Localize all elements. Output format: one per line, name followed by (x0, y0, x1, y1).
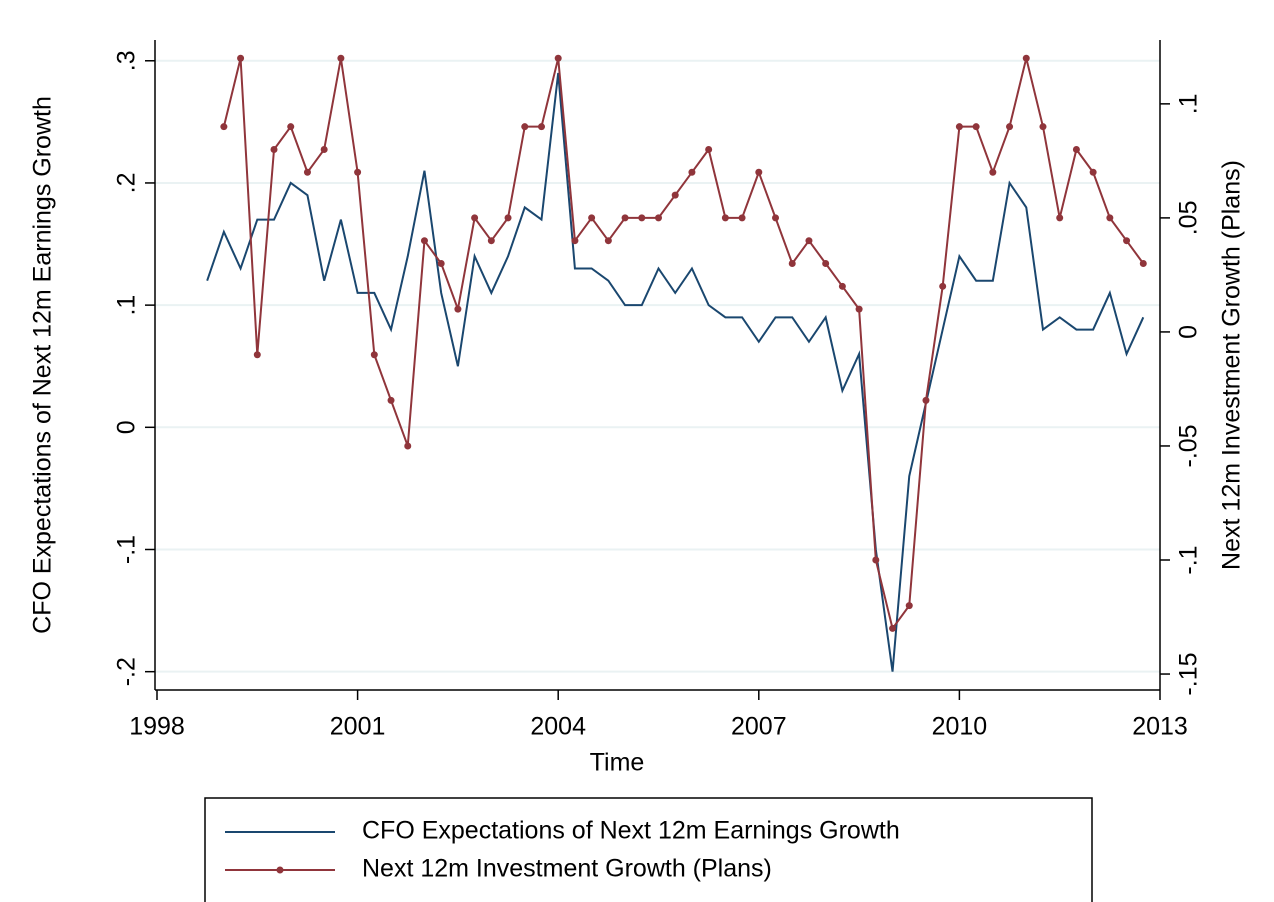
data-point (922, 396, 930, 404)
data-point (354, 168, 362, 176)
y-tick-label: .3 (113, 50, 141, 71)
y2-tick-label: 0 (1175, 325, 1203, 339)
x-tick-label: 2013 (1132, 713, 1188, 741)
data-point (989, 168, 997, 176)
y2-tick-label: .05 (1175, 201, 1203, 236)
data-point (471, 214, 479, 222)
x-tick-label: 2007 (731, 713, 787, 741)
data-point (1089, 168, 1097, 176)
data-point (287, 123, 295, 131)
data-point (220, 123, 228, 131)
x-tick-label: 2004 (530, 713, 586, 741)
x-tick-label: 2010 (932, 713, 988, 741)
y2-tick-label: -.1 (1175, 545, 1203, 574)
data-point (972, 123, 980, 131)
data-point (1022, 54, 1030, 62)
data-point (939, 282, 947, 290)
data-point (872, 556, 880, 564)
series-line (206, 72, 1145, 672)
data-point (755, 168, 763, 176)
data-point (1106, 214, 1114, 222)
data-point (370, 351, 378, 359)
data-point (1072, 145, 1080, 153)
y2-tick-label: -.15 (1175, 652, 1203, 695)
data-point (772, 214, 780, 222)
y-axis-title: CFO Expectations of Next 12m Earnings Gr… (29, 96, 57, 634)
data-point (905, 602, 913, 610)
data-point (955, 123, 963, 131)
y-tick-label: .2 (113, 173, 141, 194)
data-point (671, 191, 679, 199)
data-point (855, 305, 863, 313)
data-point (387, 396, 395, 404)
data-point (237, 54, 245, 62)
data-point (621, 214, 629, 222)
data-point (655, 214, 662, 222)
data-point (738, 214, 746, 222)
data-point (1139, 260, 1147, 268)
x-axis-title: Time (590, 749, 645, 777)
data-point (537, 123, 545, 131)
y2-tick-label: -.05 (1175, 424, 1203, 467)
data-point (337, 54, 345, 62)
data-point (270, 145, 278, 153)
legend-marker (276, 866, 284, 874)
data-point (1006, 123, 1014, 131)
data-point (253, 351, 261, 359)
legend-box (204, 797, 1093, 902)
data-point (487, 237, 495, 245)
data-point (822, 260, 830, 268)
data-point (788, 260, 796, 268)
data-point (688, 168, 696, 176)
data-point (588, 214, 596, 222)
series-line (222, 58, 1145, 631)
data-point (320, 145, 328, 153)
data-point (889, 624, 897, 632)
data-point (1123, 237, 1131, 245)
x-tick-label: 1998 (129, 713, 185, 741)
legend-label: Next 12m Investment Growth (Plans) (362, 855, 772, 883)
data-point (303, 168, 311, 176)
data-point (454, 305, 462, 313)
data-point (705, 145, 713, 153)
y-tick-label: .1 (113, 295, 141, 316)
x-tick-label: 2001 (330, 713, 386, 741)
data-point (437, 260, 445, 268)
data-point (721, 214, 729, 222)
data-point (571, 237, 579, 245)
data-point (805, 237, 813, 245)
y-tick-label: 0 (113, 420, 141, 434)
legend-label: CFO Expectations of Next 12m Earnings Gr… (362, 817, 900, 845)
data-point (638, 214, 646, 222)
y2-axis-title: Next 12m Investment Growth (Plans) (1218, 160, 1246, 570)
data-point (1056, 214, 1064, 222)
data-point (504, 214, 512, 222)
data-point (404, 442, 412, 450)
data-point (420, 237, 428, 245)
y-tick-label: -.1 (113, 535, 141, 564)
data-point (838, 282, 846, 290)
y2-tick-label: .1 (1175, 93, 1203, 114)
y-tick-label: -.2 (113, 657, 141, 686)
data-point (604, 237, 612, 245)
data-point (554, 54, 562, 62)
data-point (521, 123, 529, 131)
data-point (1039, 123, 1047, 131)
